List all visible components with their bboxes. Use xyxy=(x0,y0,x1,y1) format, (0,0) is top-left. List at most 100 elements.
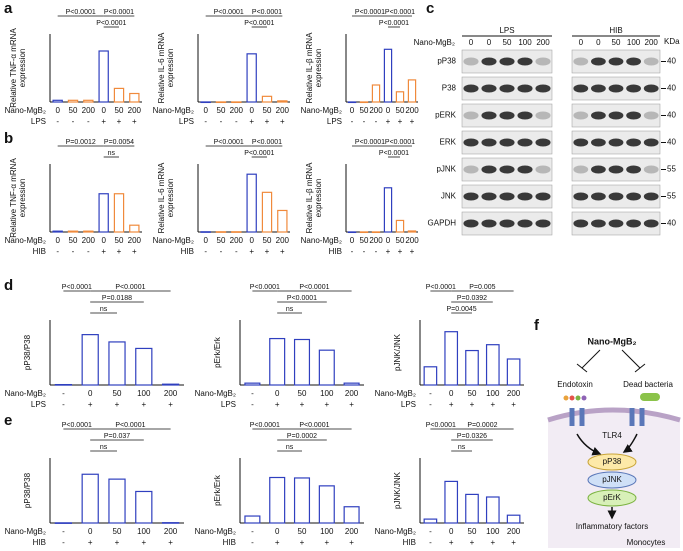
x-tick-label: + xyxy=(490,538,495,547)
bar xyxy=(383,48,393,103)
marker-label: 40 xyxy=(667,84,676,93)
x-tick-label: 50 xyxy=(263,236,272,245)
significance-label: ns xyxy=(100,306,108,313)
blot-band xyxy=(608,165,624,174)
row-label: P38 xyxy=(442,84,457,93)
icon xyxy=(581,395,587,401)
blot-band xyxy=(535,165,551,174)
x-tick-label: - xyxy=(204,247,207,256)
unit-label: KDa xyxy=(664,37,680,46)
blot-band xyxy=(626,84,641,93)
x-tick-label: 200 xyxy=(128,236,142,245)
bar xyxy=(293,338,311,386)
x-tick-label: 100 xyxy=(320,527,334,536)
x-tick-label: + xyxy=(511,538,516,547)
significance-label: P=0.037 xyxy=(104,433,130,440)
x-tick-label: 0 xyxy=(101,236,106,245)
x-tick-label: + xyxy=(275,400,280,409)
x-tick-label: + xyxy=(410,117,415,126)
kinase xyxy=(587,489,637,507)
bar xyxy=(485,496,500,524)
x-tick-label: 200 xyxy=(345,527,359,536)
x-tick-label: + xyxy=(386,247,391,256)
x-tick-label: 100 xyxy=(486,389,500,398)
y-axis-label: Relative TNF-α mRNA xyxy=(9,158,18,238)
inhibit-line xyxy=(621,349,641,369)
blot-band xyxy=(499,84,515,93)
x-tick-label: + xyxy=(168,400,173,409)
significance-label: P=0.0188 xyxy=(102,295,132,302)
row-label: Nano-MgB₂ xyxy=(195,527,236,536)
receptor-label: TLR4 xyxy=(602,431,622,440)
x-tick-label: 200 xyxy=(164,389,178,398)
significance-label: P<0.0001 xyxy=(104,9,134,16)
bar xyxy=(231,231,242,233)
bar xyxy=(277,100,288,103)
x-tick-label: + xyxy=(141,400,146,409)
x-tick-label: + xyxy=(132,247,137,256)
significance-label: P<0.0001 xyxy=(252,139,282,146)
significance-label: P<0.0001 xyxy=(379,150,409,157)
lane-header: Nano-MgB₂ xyxy=(414,38,455,47)
bar xyxy=(318,485,335,524)
x-tick-label: + xyxy=(101,247,106,256)
x-tick-label: 0 xyxy=(88,527,93,536)
blot-band xyxy=(643,84,659,93)
significance-label: P<0.0001 xyxy=(385,9,415,16)
bar xyxy=(444,480,459,524)
x-tick-label: 0 xyxy=(55,236,60,245)
inhibit-bar xyxy=(576,363,588,373)
blot-band xyxy=(517,111,533,120)
bar xyxy=(359,101,369,104)
x-tick-label: + xyxy=(324,538,329,547)
blot-band xyxy=(626,138,641,147)
blot-band xyxy=(608,192,624,201)
x-tick-label: - xyxy=(87,247,90,256)
x-tick-label: 0 xyxy=(275,389,280,398)
x-tick-label: - xyxy=(251,527,254,536)
x-tick-label: + xyxy=(349,538,354,547)
blot-band xyxy=(481,84,497,93)
blot-band xyxy=(517,192,533,201)
blot-band xyxy=(643,138,659,147)
x-tick-label: 200 xyxy=(164,527,178,536)
blot-band xyxy=(643,111,659,120)
blot-band xyxy=(535,111,551,120)
x-tick-label: + xyxy=(249,117,254,126)
blot-band xyxy=(626,57,641,66)
x-tick-label: + xyxy=(410,247,415,256)
row-label: pJNK xyxy=(436,165,456,174)
x-tick-label: - xyxy=(429,389,432,398)
blot-band xyxy=(499,192,515,201)
bar xyxy=(108,478,126,524)
panel-label: f xyxy=(534,317,540,334)
arrow xyxy=(622,433,638,453)
blot-band xyxy=(535,138,551,147)
significance-label: P<0.0001 xyxy=(115,422,145,429)
blot-band xyxy=(626,111,641,120)
blot-band xyxy=(481,165,497,174)
x-tick-label: - xyxy=(220,247,223,256)
x-tick-label: 0 xyxy=(249,236,254,245)
row-label: HIB xyxy=(33,538,46,547)
x-tick-label: 0 xyxy=(203,236,208,245)
blot-band xyxy=(608,138,624,147)
blot-band xyxy=(643,57,659,66)
x-tick-label: 0 xyxy=(101,106,106,115)
x-tick-label: 200 xyxy=(276,236,290,245)
x-tick-label: 200 xyxy=(128,106,142,115)
x-tick-label: 50 xyxy=(298,527,307,536)
significance-label: P<0.0001 xyxy=(287,295,317,302)
bar xyxy=(200,101,211,104)
x-tick-label: 50 xyxy=(396,236,405,245)
x-tick-label: - xyxy=(251,538,254,547)
stimulus-label: Dead bacteria xyxy=(623,380,673,389)
y-axis-label: pJNK/JNK xyxy=(393,471,402,509)
panel-label: a xyxy=(4,0,13,17)
bar xyxy=(52,99,63,103)
x-tick-label: + xyxy=(398,117,403,126)
x-tick-label: 200 xyxy=(82,106,96,115)
x-tick-label: - xyxy=(62,400,65,409)
x-tick-label: - xyxy=(251,389,254,398)
bar xyxy=(135,490,153,524)
